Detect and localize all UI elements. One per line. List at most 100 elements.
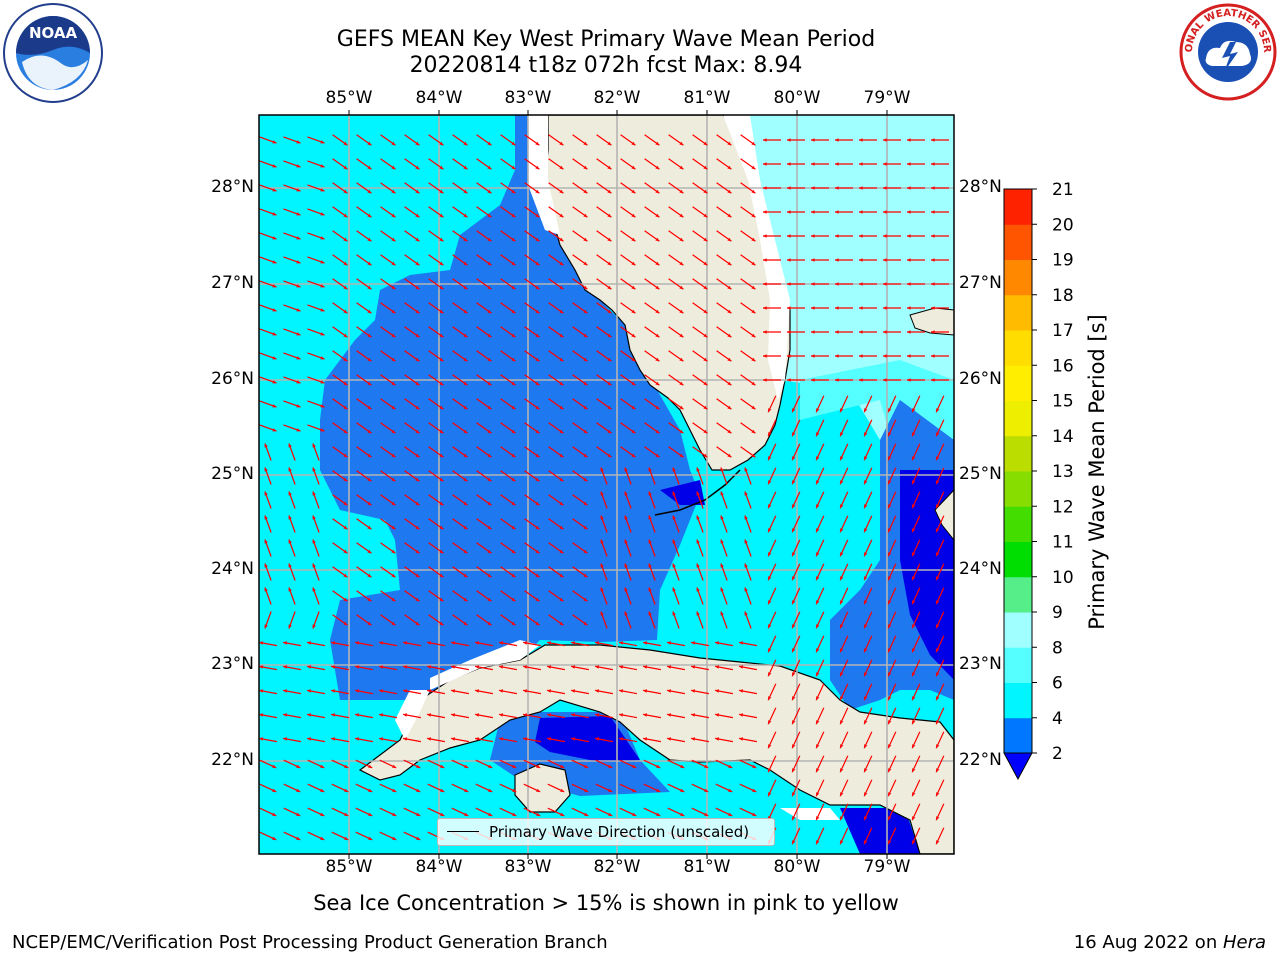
wave-arrow-head: [936, 576, 940, 581]
wave-arrow-head: [864, 408, 868, 413]
wave-arrow-head: [751, 237, 756, 242]
wave-arrow-head: [907, 330, 911, 334]
wave-arrow-head: [739, 737, 743, 741]
wave-arrow-head: [511, 453, 516, 458]
wave-arrow-head: [439, 189, 444, 194]
wave-arrow-head: [487, 597, 492, 602]
wave-arrow-head: [264, 443, 268, 448]
wave-arrow-head: [703, 165, 708, 170]
wave-arrow-head: [840, 456, 844, 461]
wave-arrow-head: [655, 141, 660, 146]
colorbar-tick-label: 11: [1052, 533, 1074, 553]
wave-arrow-head: [288, 587, 292, 592]
wave-arrow-head: [912, 672, 916, 677]
wave-arrow-head: [744, 467, 748, 472]
wave-arrow-head: [811, 306, 815, 310]
wave-arrow-head: [811, 162, 815, 166]
wave-arrow-head: [763, 234, 767, 238]
wave-arrow-head: [907, 306, 911, 310]
wave-arrow-head: [607, 405, 612, 410]
wave-arrow-head: [272, 380, 277, 384]
wave-arrow-head: [607, 141, 612, 146]
wave-arrow-head: [559, 285, 564, 290]
wave-arrow-head: [535, 165, 540, 170]
colorbar-tick-label: 13: [1052, 462, 1074, 482]
wave-arrow-head: [536, 812, 541, 816]
wave-arrow-head: [643, 713, 647, 717]
lon-label-bottom: 84°W: [415, 857, 463, 877]
wave-arrow-head: [691, 641, 695, 645]
wave-arrow-head: [835, 138, 839, 142]
wave-arrow-head: [679, 333, 684, 338]
wave-arrow-head: [720, 563, 724, 568]
wave-arrow-head: [840, 528, 844, 533]
wave-arrow-head: [439, 405, 444, 410]
wave-arrow-head: [607, 261, 612, 266]
wave-arrow-head: [367, 597, 372, 602]
wave-arrow-head: [535, 453, 540, 458]
wave-arrow-head: [679, 357, 684, 362]
wave-arrow-head: [600, 539, 604, 544]
colorbar-under-triangle: [1003, 752, 1033, 781]
wave-arrow-head: [811, 378, 815, 382]
wave-arrow-head: [715, 737, 719, 741]
wave-arrow-head: [739, 713, 743, 717]
colorbar-tick-label: 4: [1052, 709, 1063, 729]
wave-arrow-head: [583, 429, 588, 434]
wave-arrow-head: [763, 378, 767, 382]
wave-arrow-head: [415, 525, 420, 530]
wave-arrow-head: [379, 737, 383, 741]
wave-arrow-head: [715, 641, 719, 645]
wave-arrow-head: [931, 162, 935, 166]
wave-arrow-head: [888, 576, 892, 581]
wave-arrow-head: [888, 768, 892, 773]
wave-arrow-head: [391, 285, 396, 290]
wave-arrow-head: [535, 237, 540, 242]
wave-arrow-head: [679, 453, 684, 458]
wave-arrow-head: [312, 443, 316, 448]
lat-label-left: 27°N: [211, 273, 254, 293]
wave-arrow-head: [511, 573, 516, 578]
wave-arrow-head: [696, 515, 700, 520]
wave-arrow-head: [816, 720, 820, 725]
wave-arrow-head: [835, 282, 839, 286]
colorbar-tick-label: 19: [1052, 251, 1074, 271]
wave-arrow-head: [415, 501, 420, 506]
wave-arrow-head: [367, 237, 372, 242]
wave-arrow-head: [391, 429, 396, 434]
wave-arrow-head: [427, 665, 431, 669]
wave-arrow-head: [840, 600, 844, 605]
wave-arrow-head: [727, 213, 732, 218]
wave-arrow-head: [559, 309, 564, 314]
wave-arrow-head: [355, 689, 359, 693]
wave-arrow-head: [728, 788, 733, 792]
wave-arrow-head: [392, 788, 397, 792]
wave-arrow-head: [559, 573, 564, 578]
wave-arrow-head: [392, 764, 397, 768]
wave-arrow-head: [427, 641, 431, 645]
wave-arrow-head: [403, 641, 407, 645]
map-frame: [258, 114, 955, 855]
wave-arrow-head: [499, 665, 503, 669]
wave-arrow-head: [296, 212, 301, 216]
wave-arrow-head: [859, 210, 863, 214]
wave-arrow-head: [487, 213, 492, 218]
wave-arrow-head: [816, 552, 820, 557]
wave-arrow-head: [487, 165, 492, 170]
wave-arrow-head: [703, 429, 708, 434]
wave-arrow-head: [367, 261, 372, 266]
lon-label-top: 84°W: [415, 88, 463, 108]
ocean-period-2-4-d: [660, 480, 705, 505]
wave-arrow-head: [643, 737, 647, 741]
wave-arrow-head: [463, 573, 468, 578]
wave-arrow-head: [763, 210, 767, 214]
wave-arrow-head: [367, 501, 372, 506]
wave-arrow-head: [727, 429, 732, 434]
wave-arrow-head: [936, 600, 940, 605]
wave-arrow-head: [535, 549, 540, 554]
wave-arrow-head: [344, 788, 349, 792]
wave-arrow-head: [727, 165, 732, 170]
wave-arrow-head: [583, 525, 588, 530]
wave-arrow-head: [511, 405, 516, 410]
wave-arrow-head: [720, 587, 724, 592]
